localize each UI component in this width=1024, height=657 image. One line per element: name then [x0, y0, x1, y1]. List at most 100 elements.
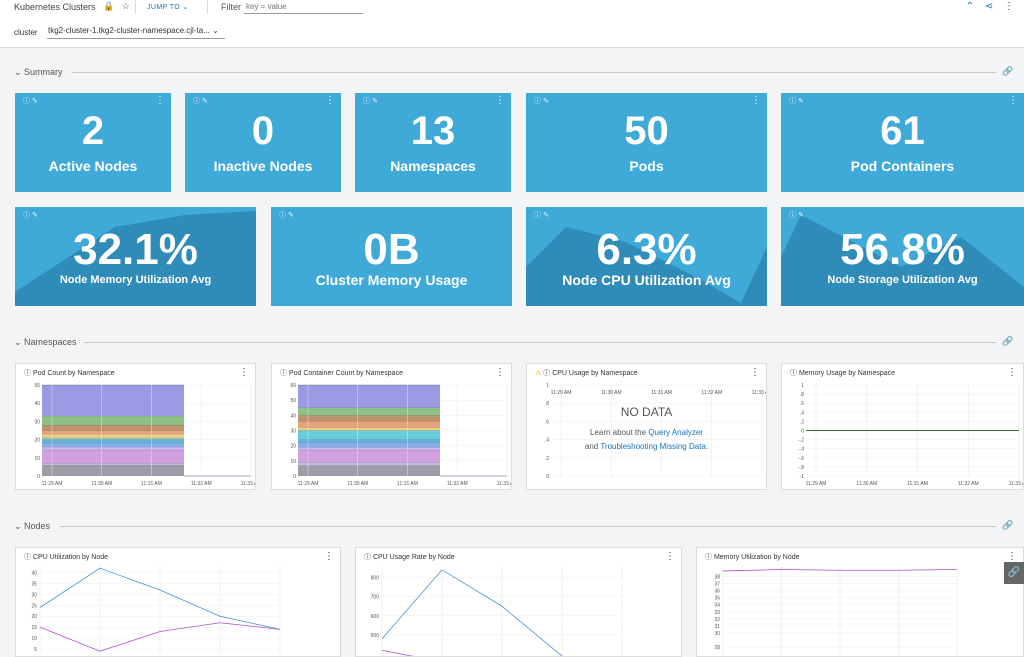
troubleshooting-link[interactable]: Troubleshooting Missing Data.: [600, 442, 709, 451]
collapse-all-icon[interactable]: ⌃: [965, 1, 975, 12]
info-icon[interactable]: ⓘ ✎: [279, 212, 294, 219]
panel-menu-icon[interactable]: ⋮: [324, 551, 334, 562]
info-icon[interactable]: ⓘ ✎: [534, 212, 549, 219]
cluster-select[interactable]: tkg2-cluster-1.tkg2-cluster-namespace.cj…: [47, 26, 225, 39]
panel-menu-icon[interactable]: ⋮: [495, 367, 505, 378]
panel-menu-icon[interactable]: ⋮: [1007, 367, 1017, 378]
info-icon[interactable]: ⓘ ✎: [363, 98, 378, 105]
y-tick-label: .4: [545, 438, 549, 444]
info-icon[interactable]: ⓘ ✎: [534, 98, 549, 105]
x-tick-label: 11:30 AM: [856, 481, 877, 487]
star-icon[interactable]: ☆: [121, 1, 130, 11]
jump-to-button[interactable]: JUMP TO ⌄: [147, 4, 189, 11]
tile-menu-icon[interactable]: ⋮: [155, 95, 165, 106]
panel-menu-icon[interactable]: ⋮: [239, 367, 249, 378]
link-icon[interactable]: 🔗: [1002, 520, 1014, 530]
y-tick-label: 31: [714, 624, 720, 630]
info-icon[interactable]: ⓘ: [280, 370, 287, 377]
info-icon[interactable]: ⓘ ✎: [23, 212, 38, 219]
series-line: [722, 569, 958, 572]
no-data-line2: and Troubleshooting Missing Data.: [584, 442, 709, 451]
x-tick-label: 11:30 AM: [347, 481, 368, 487]
x-tick-label: 11:29 AM: [806, 481, 827, 487]
info-icon[interactable]: ⓘ: [543, 370, 551, 377]
floating-link-icon[interactable]: 🔗: [1004, 562, 1024, 584]
tile-node-memory-utilization[interactable]: ⓘ ✎ 32.1% Node Memory Utilization Avg: [15, 207, 256, 306]
tile-active-nodes[interactable]: ⓘ ✎ ⋮ 2 Active Nodes: [15, 93, 171, 192]
tile-menu-icon[interactable]: ⋮: [495, 95, 505, 106]
info-icon[interactable]: ⓘ ✎: [23, 98, 38, 105]
link-icon[interactable]: 🔗: [1002, 66, 1014, 76]
area-layer: [298, 430, 440, 440]
tile-cluster-memory-usage[interactable]: ⓘ ✎ 0B Cluster Memory Usage: [271, 207, 512, 306]
info-icon[interactable]: ⓘ: [24, 554, 31, 561]
y-tick-label: 30: [714, 631, 720, 637]
tile-pod-containers[interactable]: ⓘ ✎ ⋮ 61 Pod Containers: [781, 93, 1024, 192]
info-icon[interactable]: ⓘ: [24, 370, 31, 377]
area-layer: [298, 415, 440, 422]
x-tick-label: 11:33 AM: [241, 481, 256, 487]
section-namespaces[interactable]: ⌄ Namespaces: [14, 337, 77, 347]
y-tick-label: .2: [800, 419, 804, 425]
sparkline-background: [15, 211, 256, 306]
tile-node-cpu-utilization[interactable]: ⓘ ✎ 6.3% Node CPU Utilization Avg: [526, 207, 767, 306]
series-line: [39, 567, 281, 630]
warning-icon[interactable]: ⚠: [535, 370, 542, 377]
info-icon[interactable]: ⓘ ✎: [789, 212, 804, 219]
y-tick-label: 32: [714, 617, 720, 623]
y-tick-label: 40: [34, 401, 40, 407]
tile-node-storage-utilization[interactable]: ⓘ ✎ 56.8% Node Storage Utilization Avg: [781, 207, 1024, 306]
share-icon[interactable]: ⋖: [984, 1, 994, 12]
y-tick-label: 0: [801, 429, 804, 435]
info-icon[interactable]: ⓘ: [364, 554, 371, 561]
link-icon[interactable]: 🔗: [1002, 336, 1014, 346]
panel-pod-count: ⓘ Pod Count by Namespace ⋮ 0 10 20 30 40 50 11…: [15, 363, 256, 490]
filter-label: Filter: [221, 2, 241, 12]
panel-cpu-usage-rate-node: ⓘ CPU Usage Rate by Node ⋮ 500 600 700 800: [355, 547, 682, 657]
panel-menu-icon[interactable]: ⋮: [750, 367, 760, 378]
filter-input[interactable]: [244, 0, 363, 14]
lock-icon[interactable]: 🔒: [103, 1, 115, 11]
sparkline-background: [781, 215, 1024, 306]
chevron-down-icon: ⌄: [14, 337, 22, 347]
y-tick-label: 10: [31, 636, 37, 642]
chart-pod-container-count: 0 10 20 30 40 50 60 11:29 AM 11:30 AM 11:31 AM 11:…: [290, 383, 511, 487]
section-nodes[interactable]: ⌄ Nodes: [14, 521, 51, 531]
x-tick-label: 11:31 AM: [651, 390, 672, 396]
y-tick-label: 50: [34, 383, 40, 389]
y-tick-label: 1: [546, 383, 549, 389]
dashboard-title: Kubernetes Clusters: [14, 2, 96, 12]
chart-cpu-utilization-node: 5 10 15 20 25 30 35 40: [31, 566, 281, 656]
y-tick-label: .8: [545, 401, 549, 407]
info-icon[interactable]: ⓘ ✎: [193, 98, 208, 105]
x-tick-label: 11:29 AM: [298, 481, 319, 487]
area-layer: [298, 421, 440, 428]
section-summary[interactable]: ⌄ Summary: [14, 67, 63, 77]
y-tick-label: 20: [290, 444, 296, 450]
info-icon[interactable]: ⓘ: [705, 554, 712, 561]
y-tick-label: 60: [290, 383, 296, 389]
panel-menu-icon[interactable]: ⋮: [1007, 551, 1017, 562]
y-tick-label: 500: [371, 633, 380, 639]
more-menu-icon[interactable]: ⋮: [1004, 1, 1014, 12]
y-tick-label: 50: [290, 398, 296, 404]
y-tick-label: .4: [800, 410, 804, 416]
chevron-down-icon: ⌄: [14, 67, 22, 77]
chart-cpu-usage-rate-node: 500 600 700 800: [371, 566, 623, 656]
chart-cpu-usage-namespace: 0 .2 .4 .6 .8 111:29 AM 11:30 AM 11:31 AM 11:32 …: [545, 383, 766, 480]
y-tick-label: 30: [290, 429, 296, 435]
query-analyzer-link[interactable]: Query Analyzer: [648, 428, 703, 437]
info-icon[interactable]: ⓘ: [790, 370, 797, 377]
y-tick-label: 35: [714, 596, 720, 602]
tile-pods[interactable]: ⓘ ✎ ⋮ 50 Pods: [526, 93, 767, 192]
area-layer: [298, 450, 440, 463]
tile-menu-icon[interactable]: ⋮: [751, 95, 761, 106]
y-tick-label: 700: [371, 595, 380, 601]
panel-menu-icon[interactable]: ⋮: [665, 551, 675, 562]
tile-menu-icon[interactable]: ⋮: [1008, 95, 1018, 106]
y-tick-label: 40: [290, 413, 296, 419]
info-icon[interactable]: ⓘ ✎: [789, 98, 804, 105]
tile-namespaces[interactable]: ⓘ ✎ ⋮ 13 Namespaces: [355, 93, 511, 192]
tile-inactive-nodes[interactable]: ⓘ ✎ ⋮ 0 Inactive Nodes: [185, 93, 341, 192]
tile-menu-icon[interactable]: ⋮: [325, 95, 335, 106]
